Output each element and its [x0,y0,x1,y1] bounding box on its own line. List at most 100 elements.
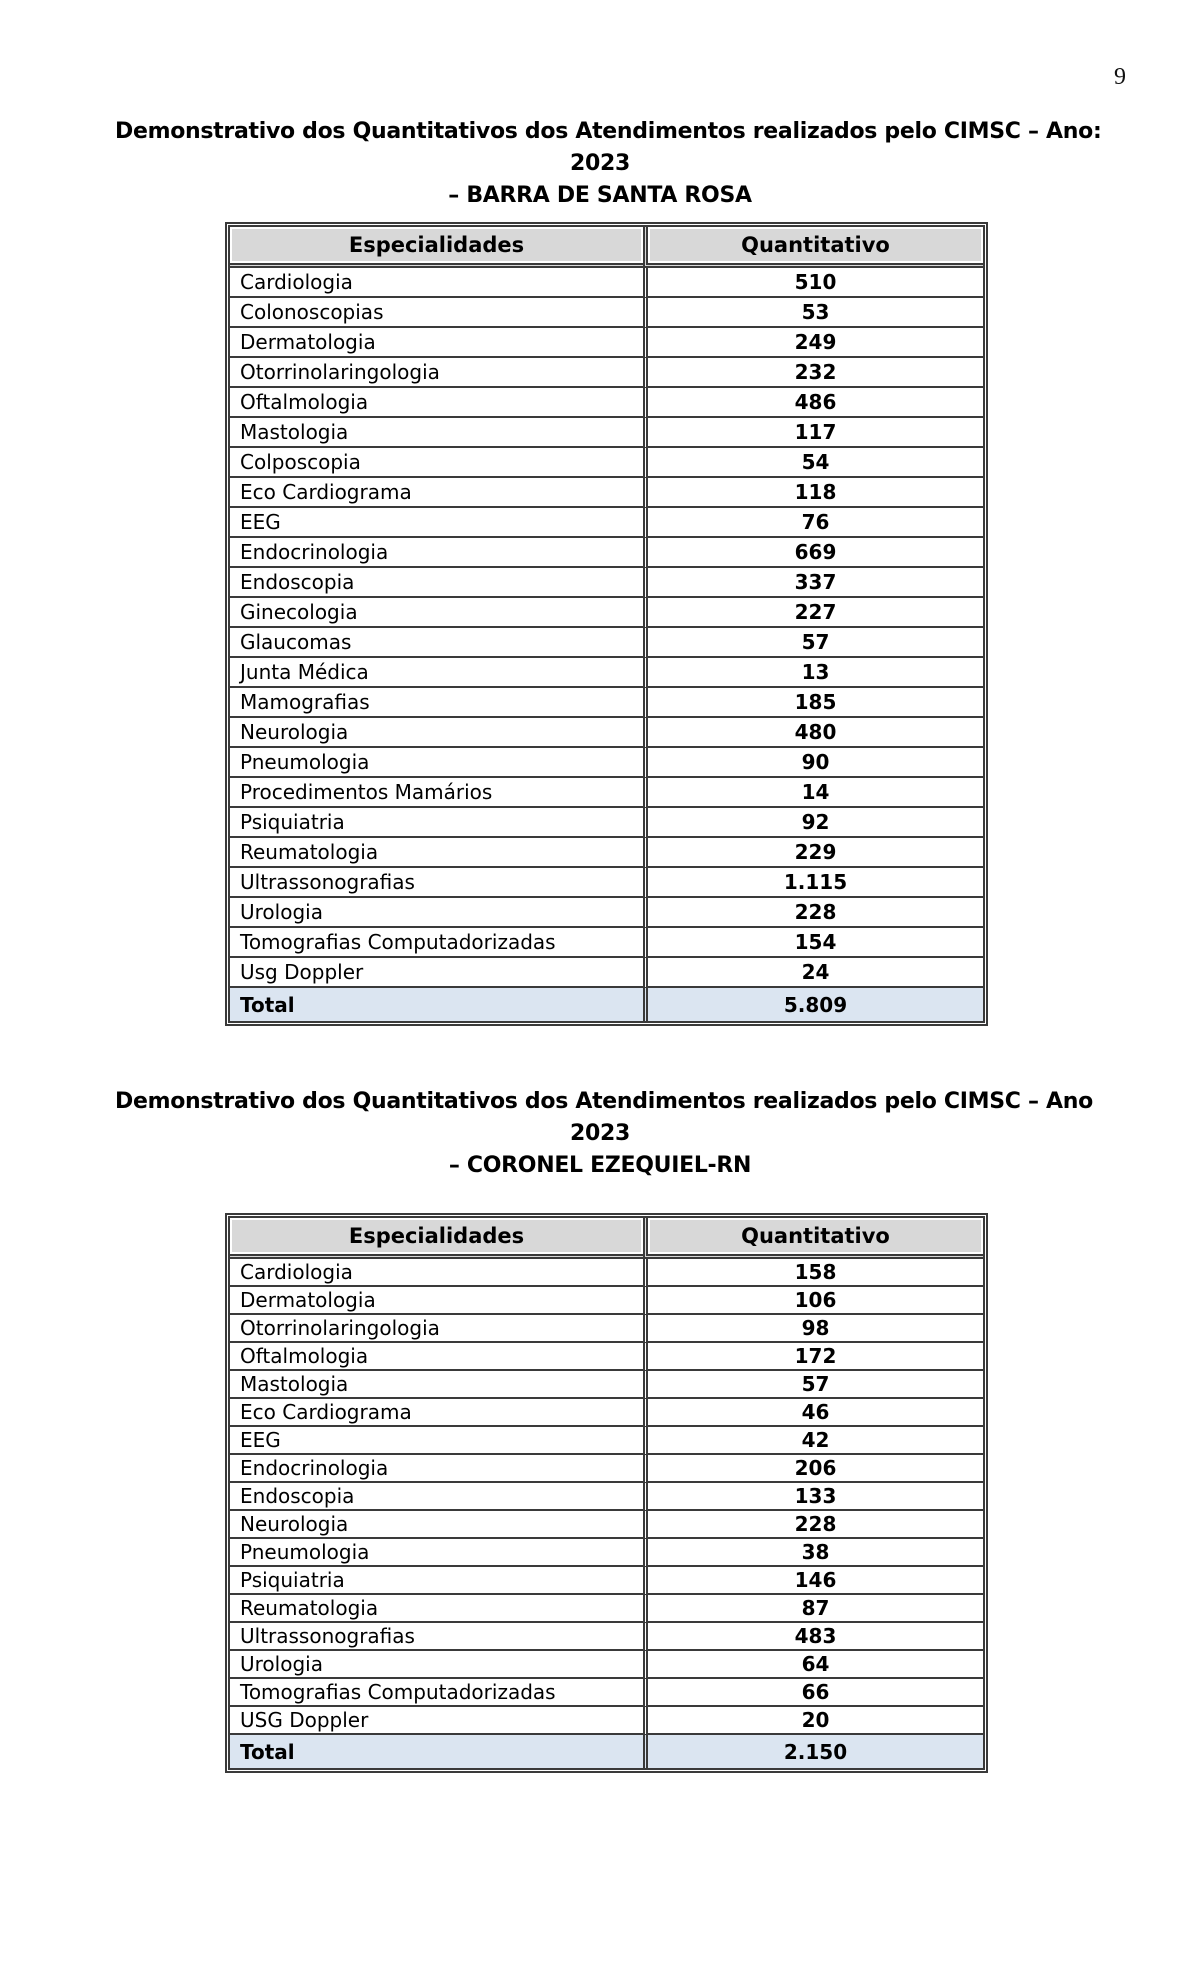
table-row: Ultrassonografias 483 [230,1623,983,1651]
table-row: Pneumologia 38 [230,1539,983,1567]
column-header-quantitativo: Quantitativo [643,1218,983,1259]
table-row: Reumatologia 87 [230,1595,983,1623]
table-row: EEG 76 [230,508,983,538]
table-row: Usg Doppler 24 [230,958,983,988]
table-row: Mamografias 185 [230,688,983,718]
quantity-cell: 133 [643,1483,983,1511]
quantity-cell: 206 [643,1455,983,1483]
specialty-cell: Eco Cardiograma [230,1399,643,1427]
specialty-cell: Tomografias Computadorizadas [230,928,643,958]
quantity-cell: 106 [643,1287,983,1315]
title-line: 2023 [569,151,631,176]
table-row: EEG 42 [230,1427,983,1455]
specialty-cell: Glaucomas [230,628,643,658]
quantity-cell: 227 [643,598,983,628]
quantity-cell: 146 [643,1567,983,1595]
quantity-cell: 185 [643,688,983,718]
quantity-cell: 486 [643,388,983,418]
quantity-cell: 154 [643,928,983,958]
specialty-cell: Colonoscopias [230,298,643,328]
table-row: Dermatologia 106 [230,1287,983,1315]
table-row: Pneumologia 90 [230,748,983,778]
quantity-cell: 46 [643,1399,983,1427]
specialty-cell: Ginecologia [230,598,643,628]
table-row: Colonoscopias 53 [230,298,983,328]
table-row: Endoscopia 337 [230,568,983,598]
column-header-especialidades: Especialidades [230,1218,643,1259]
quantity-cell: 228 [643,1511,983,1539]
specialty-cell: Urologia [230,898,643,928]
title-line: 2023 [569,1121,631,1146]
quantitative-table-coronel-ezequiel-rn: Especialidades Quantitativo Cardiologia 1… [225,1213,988,1773]
specialty-cell: Dermatologia [230,1287,643,1315]
table-row: USG Doppler 20 [230,1707,983,1735]
quantity-cell: 53 [643,298,983,328]
total-label-cell: Total [230,1735,643,1768]
table-row: Endocrinologia 206 [230,1455,983,1483]
quantity-cell: 57 [643,1371,983,1399]
title-line: – CORONEL EZEQUIEL-RN [448,1153,752,1178]
specialty-cell: Otorrinolaringologia [230,1315,643,1343]
table-row: Junta Médica 13 [230,658,983,688]
quantitative-table-barra-de-santa-rosa: Especialidades Quantitativo Cardiologia 5… [225,222,988,1026]
quantity-cell: 42 [643,1427,983,1455]
specialty-cell: Tomografias Computadorizadas [230,1679,643,1707]
section-barra-de-santa-rosa: Demonstrativo dos Quantitativos dos Aten… [115,0,1102,1026]
quantity-cell: 172 [643,1343,983,1371]
specialty-cell: Otorrinolaringologia [230,358,643,388]
quantity-cell: 66 [643,1679,983,1707]
title-line: – BARRA DE SANTA ROSA [448,183,752,208]
page-number: 9 [1114,64,1126,90]
section-title: Demonstrativo dos Quantitativos dos Aten… [115,0,1102,212]
quantity-cell: 24 [643,958,983,988]
quantity-cell: 64 [643,1651,983,1679]
table-row: Procedimentos Mamários 14 [230,778,983,808]
quantity-cell: 38 [643,1539,983,1567]
specialty-cell: Mastologia [230,1371,643,1399]
specialty-cell: Pneumologia [230,1539,643,1567]
quantity-cell: 229 [643,838,983,868]
total-row: Total 5.809 [230,988,983,1021]
quantity-cell: 483 [643,1623,983,1651]
quantity-cell: 480 [643,718,983,748]
table-row: Colposcopia 54 [230,448,983,478]
specialty-cell: Procedimentos Mamários [230,778,643,808]
quantity-cell: 57 [643,628,983,658]
specialty-cell: Mamografias [230,688,643,718]
specialty-cell: USG Doppler [230,1707,643,1735]
specialty-cell: Ultrassonografias [230,1623,643,1651]
table-row: Otorrinolaringologia 98 [230,1315,983,1343]
specialty-cell: Colposcopia [230,448,643,478]
quantity-cell: 76 [643,508,983,538]
table-row: Oftalmologia 172 [230,1343,983,1371]
quantity-cell: 20 [643,1707,983,1735]
specialty-cell: Mastologia [230,418,643,448]
total-value-cell: 5.809 [643,988,983,1021]
total-label-cell: Total [230,988,643,1021]
table-header-row: Especialidades Quantitativo [230,227,983,268]
specialty-cell: Endoscopia [230,1483,643,1511]
table-row: Reumatologia 229 [230,838,983,868]
quantity-cell: 98 [643,1315,983,1343]
total-value-cell: 2.150 [643,1735,983,1768]
specialty-cell: Oftalmologia [230,388,643,418]
quantity-cell: 92 [643,808,983,838]
specialty-cell: EEG [230,508,643,538]
table-row: Endocrinologia 669 [230,538,983,568]
column-header-especialidades: Especialidades [230,227,643,268]
table-row: Tomografias Computadorizadas 154 [230,928,983,958]
title-line: Demonstrativo dos Quantitativos dos Aten… [115,119,1102,144]
title-line: Demonstrativo dos Quantitativos dos Aten… [115,1089,1093,1114]
specialty-cell: Urologia [230,1651,643,1679]
table-row: Psiquiatria 146 [230,1567,983,1595]
table-row: Neurologia 228 [230,1511,983,1539]
quantity-cell: 13 [643,658,983,688]
quantity-cell: 249 [643,328,983,358]
table-row: Endoscopia 133 [230,1483,983,1511]
quantity-cell: 337 [643,568,983,598]
table-row: Eco Cardiograma 46 [230,1399,983,1427]
quantity-cell: 118 [643,478,983,508]
table-row: Otorrinolaringologia 232 [230,358,983,388]
specialty-cell: Ultrassonografias [230,868,643,898]
